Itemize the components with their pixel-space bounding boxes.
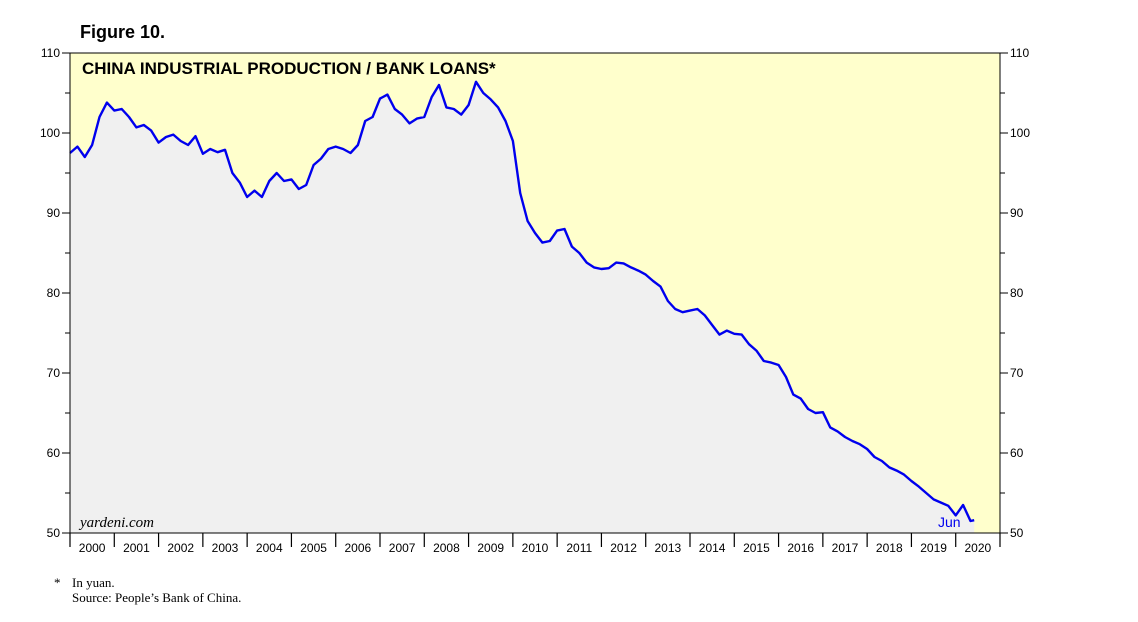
watermark: yardeni.com xyxy=(78,515,154,531)
y-tick-label-left: 100 xyxy=(40,126,60,140)
x-tick-label: 2020 xyxy=(965,541,992,555)
y-tick-label-left: 110 xyxy=(41,46,60,60)
x-tick-label: 2017 xyxy=(832,541,859,555)
x-tick-label: 2010 xyxy=(522,541,549,555)
y-tick-label-left: 70 xyxy=(47,366,61,380)
x-tick-label: 2013 xyxy=(655,541,682,555)
y-tick-label-right: 100 xyxy=(1010,126,1030,140)
x-tick-label: 2012 xyxy=(610,541,637,555)
x-tick-label: 2019 xyxy=(920,541,947,555)
y-tick-label-right: 90 xyxy=(1010,206,1024,220)
footnote-note: In yuan. xyxy=(72,575,115,590)
x-tick-label: 2001 xyxy=(123,541,150,555)
x-tick-label: 2015 xyxy=(743,541,770,555)
x-tick-label: 2005 xyxy=(300,541,327,555)
x-tick-label: 2016 xyxy=(787,541,814,555)
x-tick-label: 2002 xyxy=(167,541,194,555)
x-tick-label: 2006 xyxy=(345,541,372,555)
x-tick-label: 2000 xyxy=(79,541,106,555)
y-tick-label-left: 90 xyxy=(47,206,61,220)
y-tick-label-left: 60 xyxy=(47,446,61,460)
end-label: Jun xyxy=(938,514,961,530)
footnote: * In yuan. Source: People’s Bank of China… xyxy=(54,575,241,605)
y-tick-label-right: 60 xyxy=(1010,446,1024,460)
x-axis: 2000 2001 2002 2003 2004 2005 2006 2007 2008 2009… xyxy=(69,532,1001,555)
y-axis-left: 50 60 70 80 90 100 110 xyxy=(40,46,70,540)
footnote-source: Source: People’s Bank of China. xyxy=(72,590,242,605)
y-tick-label-right: 50 xyxy=(1010,526,1024,540)
x-tick-label: 2004 xyxy=(256,541,283,555)
y-tick-label-left: 80 xyxy=(47,286,61,300)
x-tick-label: 2007 xyxy=(389,541,416,555)
x-tick-label: 2008 xyxy=(433,541,460,555)
area-fill xyxy=(70,81,975,534)
x-tick-label: 2009 xyxy=(477,541,504,555)
series-line xyxy=(69,80,975,523)
footnote-source-line: Source: People’s Bank of China. xyxy=(54,590,241,605)
footnote-note-line: * In yuan. xyxy=(54,575,241,590)
y-tick-label-right: 110 xyxy=(1010,46,1029,60)
y-tick-label-right: 80 xyxy=(1010,286,1024,300)
footnote-marker: * xyxy=(54,575,61,590)
x-tick-label: 2014 xyxy=(699,541,726,555)
figure-label: Figure 10. xyxy=(80,22,166,42)
x-tick-label: 2018 xyxy=(876,541,903,555)
x-tick-label: 2003 xyxy=(212,541,239,555)
y-axis-right: 50 60 70 80 90 100 110 xyxy=(1000,46,1030,540)
x-tick-label: 2011 xyxy=(566,541,592,555)
y-tick-label-left: 50 xyxy=(47,526,61,540)
y-tick-label-right: 70 xyxy=(1010,366,1024,380)
chart-title: CHINA INDUSTRIAL PRODUCTION / BANK LOANS… xyxy=(82,59,496,78)
